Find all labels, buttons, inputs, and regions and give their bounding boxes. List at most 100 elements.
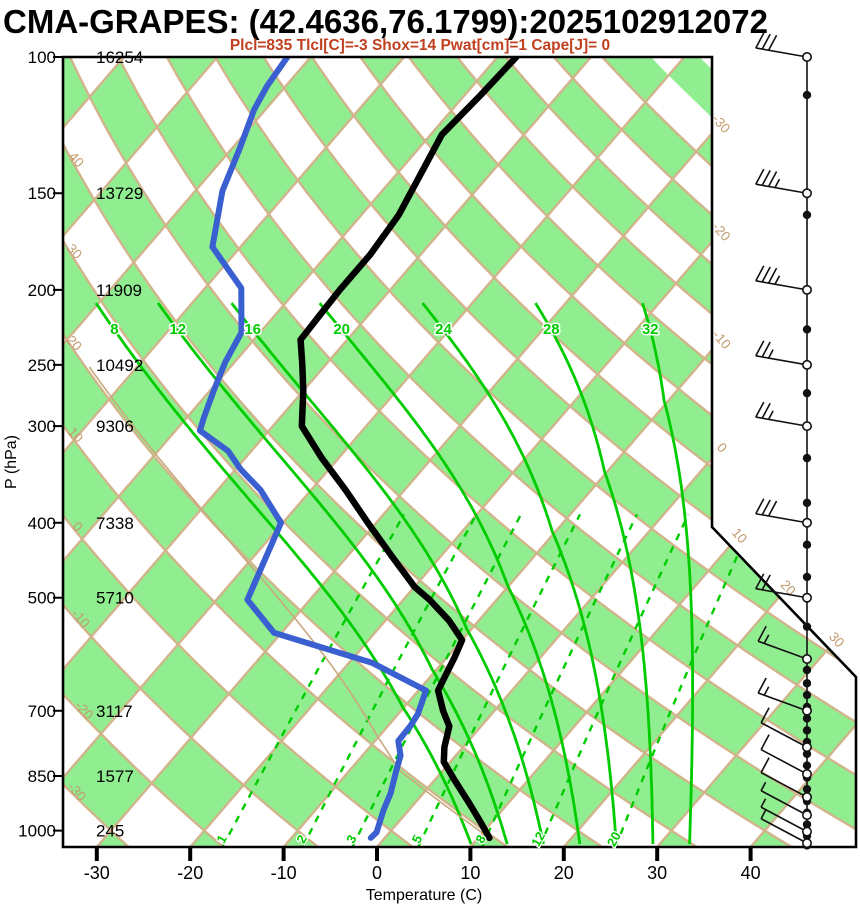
- height-label: 1577: [96, 767, 134, 786]
- wind-barb: [755, 265, 812, 295]
- svg-text:32: 32: [642, 321, 659, 338]
- height-label: 16254: [96, 48, 143, 67]
- svg-text:16: 16: [244, 321, 261, 338]
- temperature-curve: [297, 57, 520, 842]
- wind-level-dot: [802, 714, 812, 723]
- x-tick-label: 10: [460, 863, 480, 883]
- svg-text:20: 20: [333, 321, 350, 338]
- wind-level-dot: [802, 498, 812, 508]
- wind-barb: [760, 798, 812, 837]
- wind-barb-station-circle: [801, 517, 812, 528]
- x-tick-label: -10: [271, 863, 297, 883]
- svg-text:30: 30: [826, 629, 847, 650]
- wind-level-dot: [802, 726, 812, 735]
- wind-level-dot: [802, 749, 812, 759]
- pressure-tick-label: 300: [28, 417, 56, 436]
- wind-barb: [760, 707, 812, 753]
- svg-text:28: 28: [543, 321, 560, 338]
- wind-barb-station-circle: [801, 51, 812, 62]
- pressure-tick-label: 400: [28, 514, 56, 533]
- grid-line-labels: -30-20-100102030405060708090100110120130…: [64, 111, 848, 850]
- y-axis: 100 16254 150 13729 200 11909 250 10492 300 9306 4…: [3, 48, 143, 841]
- wind-barb: [757, 625, 812, 664]
- pressure-tick-label: 850: [28, 767, 56, 786]
- svg-text:10: 10: [729, 525, 750, 546]
- wind-level-dot: [802, 90, 812, 100]
- wind-barb-station-circle: [801, 838, 812, 849]
- x-tick-label: 30: [647, 863, 667, 883]
- pressure-tick-label: 250: [28, 356, 56, 375]
- wind-level-dot: [802, 679, 812, 688]
- pressure-tick-label: 150: [28, 184, 56, 203]
- pressure-tick-label: 200: [28, 281, 56, 300]
- wind-level-dot: [802, 665, 812, 675]
- wind-level-dot: [802, 572, 812, 582]
- wind-barb-station-circle: [801, 653, 812, 664]
- wind-barb: [755, 168, 812, 199]
- wind-level-dot: [802, 622, 812, 631]
- wind-barb-station-circle: [801, 188, 812, 199]
- svg-text:10: 10: [65, 424, 86, 445]
- parcel-curve: [88, 366, 490, 839]
- wind-barb: [755, 340, 812, 370]
- x-tick-label: 0: [372, 863, 382, 883]
- wind-level-dot: [802, 388, 812, 398]
- height-label: 10492: [96, 356, 143, 375]
- svg-text:24: 24: [435, 321, 452, 338]
- wind-barb-station-circle: [801, 826, 812, 837]
- svg-text:3: 3: [343, 832, 360, 845]
- pressure-tick-label: 100: [28, 48, 56, 67]
- height-label: 7338: [96, 514, 134, 533]
- x-tick-label: -20: [177, 863, 203, 883]
- wind-barb: [755, 32, 812, 62]
- wind-barb: [760, 781, 812, 821]
- height-label: 3117: [96, 702, 133, 721]
- wind-barb-station-circle: [801, 359, 812, 370]
- x-axis-title: Temperature (C): [366, 887, 482, 904]
- page-title: CMA-GRAPES: (42.4636,76.1799):2025102912…: [3, 3, 768, 40]
- wind-level-dot: [802, 325, 812, 334]
- wind-barb-station-circle: [801, 592, 812, 603]
- svg-text:12: 12: [169, 321, 186, 338]
- svg-text:30: 30: [64, 241, 85, 262]
- wind-barb-station-circle: [801, 421, 812, 432]
- wind-barb: [755, 573, 812, 603]
- x-tick-label: -30: [84, 863, 110, 883]
- height-label: 245: [96, 822, 124, 841]
- wind-barb: [755, 401, 812, 432]
- wind-barb-station-circle: [801, 769, 812, 780]
- height-label: 5710: [96, 589, 134, 608]
- wind-level-dot: [802, 210, 812, 220]
- wind-barb: [760, 809, 812, 849]
- pressure-tick-label: 1000: [18, 822, 56, 841]
- wind-level-dot: [802, 690, 812, 700]
- x-axis: -30 -20 -10 0 10 20 30 40 Temperature (C): [84, 847, 761, 904]
- wind-barb-station-circle: [801, 705, 812, 716]
- x-tick-label: 40: [741, 863, 761, 883]
- svg-text:20: 20: [64, 333, 85, 354]
- x-tick-label: 20: [554, 863, 574, 883]
- svg-text:5: 5: [409, 832, 426, 845]
- wind-barb-station-circle: [801, 742, 812, 753]
- wind-level-dot: [802, 761, 812, 770]
- wind-level-dot: [802, 540, 812, 549]
- wind-barb-station-circle: [801, 284, 812, 295]
- plot-frame: [61, 55, 858, 849]
- wind-barb-column: [755, 32, 812, 850]
- pressure-tick-label: 500: [28, 589, 56, 608]
- wind-barb: [760, 734, 812, 780]
- dewpoint-curve: [196, 57, 429, 841]
- wind-level-dot: [802, 820, 812, 829]
- wind-barb-station-circle: [801, 810, 812, 821]
- svg-text:0: 0: [714, 440, 730, 456]
- height-label: 9306: [96, 417, 134, 436]
- sounding-parameters-text: Plcl=835 Tlcl[C]=-3 Shox=14 Pwat[cm]=1 C…: [230, 37, 610, 54]
- y-axis-title: P (hPa): [3, 435, 20, 489]
- wind-barb: [760, 757, 812, 803]
- wind-barb: [755, 498, 812, 528]
